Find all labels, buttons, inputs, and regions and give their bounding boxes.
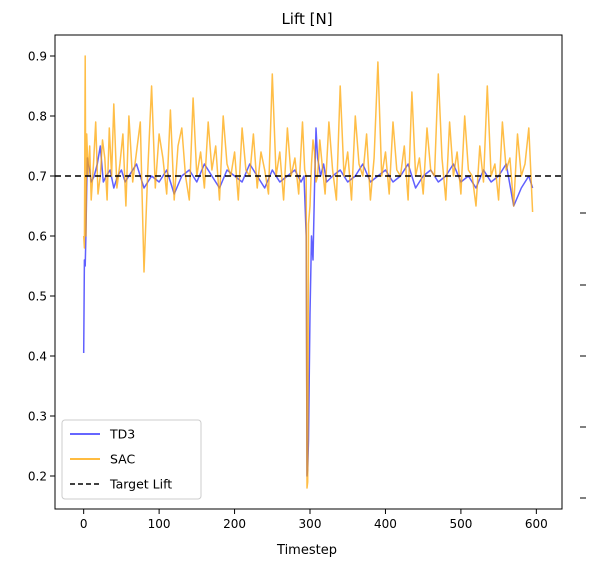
y-tick-label: 0.6 (28, 230, 47, 244)
x-tick-label: 600 (525, 517, 548, 531)
axes (50, 34, 563, 514)
x-axis-title: Timestep (276, 543, 337, 558)
y-tick-label: 0.3 (28, 410, 47, 424)
y-tick-label: 0.2 (28, 470, 47, 484)
x-tick-label: 300 (299, 517, 322, 531)
y-tick-label: 0.9 (28, 50, 47, 64)
y-tick-label: 0.7 (28, 170, 47, 184)
legend-label: SAC (110, 452, 135, 467)
chart-title: Lift [N] (281, 10, 332, 28)
x-tick-label: 0 (80, 517, 88, 531)
plot-area (55, 55, 562, 489)
y-tick-label: 0.8 (28, 110, 47, 124)
legend-box (61, 419, 202, 500)
x-tick-label: 100 (148, 517, 171, 531)
y-tick-label: 0.4 (28, 350, 47, 364)
tick-labels: 0 100 200 300 400 500 600 0.2 0.3 0.4 0.5 0.6 0.7 0.8… (28, 50, 548, 532)
x-tick-label: 200 (223, 517, 246, 531)
legend-label: TD3 (109, 427, 135, 442)
x-tick-label: 500 (449, 517, 472, 531)
legend: TD3 SAC Target Lift (61, 419, 202, 500)
plot-frame (54, 34, 563, 510)
y-tick-label: 0.5 (28, 290, 47, 304)
x-tick-label: 400 (374, 517, 397, 531)
right-edge-ticks (580, 212, 586, 499)
series-line-sac (82, 55, 534, 489)
legend-label: Target Lift (109, 477, 172, 492)
